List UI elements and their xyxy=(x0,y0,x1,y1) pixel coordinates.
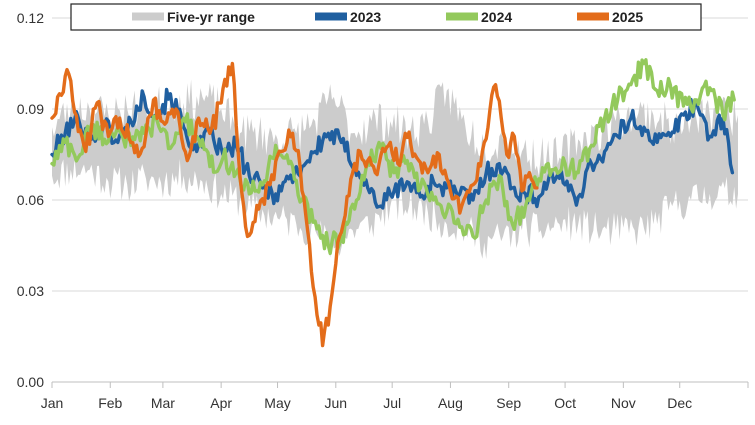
x-tick-label: Feb xyxy=(98,395,122,411)
y-tick-label: 0.09 xyxy=(17,101,44,117)
legend-swatch-2025 xyxy=(577,12,609,21)
x-tick-label: Aug xyxy=(438,395,463,411)
legend-swatch-2023 xyxy=(315,12,347,21)
x-tick-label: Jun xyxy=(325,395,348,411)
series-layer xyxy=(50,58,736,348)
legend-label-five-yr-range: Five-yr range xyxy=(167,9,255,25)
legend: Five-yr range 2023 2024 2025 xyxy=(70,3,702,31)
x-tick-label: May xyxy=(264,395,290,411)
x-tick-label: Jul xyxy=(383,395,401,411)
axis-layer: 0.00 0.03 0.06 0.09 0.12 Jan Feb Mar Apr May Jun Ju… xyxy=(17,10,749,411)
legend-label-2023: 2023 xyxy=(350,9,381,25)
y-tick-label: 0.12 xyxy=(17,10,44,26)
x-tick-label: Mar xyxy=(151,395,175,411)
x-tick-label: Dec xyxy=(667,395,692,411)
y-tick-label: 0.00 xyxy=(17,374,44,390)
legend-label-2024: 2024 xyxy=(481,9,512,25)
y-tick-label: 0.03 xyxy=(17,283,44,299)
x-tick-label: Sep xyxy=(496,395,521,411)
x-tick-label: Jan xyxy=(41,395,64,411)
legend-swatch-2024 xyxy=(446,12,478,21)
series-line-2024 xyxy=(50,58,736,256)
x-tick-label: Nov xyxy=(611,395,636,411)
series-line-2025 xyxy=(50,61,539,348)
y-tick-label: 0.06 xyxy=(17,192,44,208)
series-line-2023 xyxy=(50,87,735,210)
legend-swatch-five-yr-range xyxy=(132,12,164,21)
x-tick-label: Oct xyxy=(554,395,576,411)
legend-label-2025: 2025 xyxy=(612,9,643,25)
x-tick-label: Apr xyxy=(210,395,232,411)
